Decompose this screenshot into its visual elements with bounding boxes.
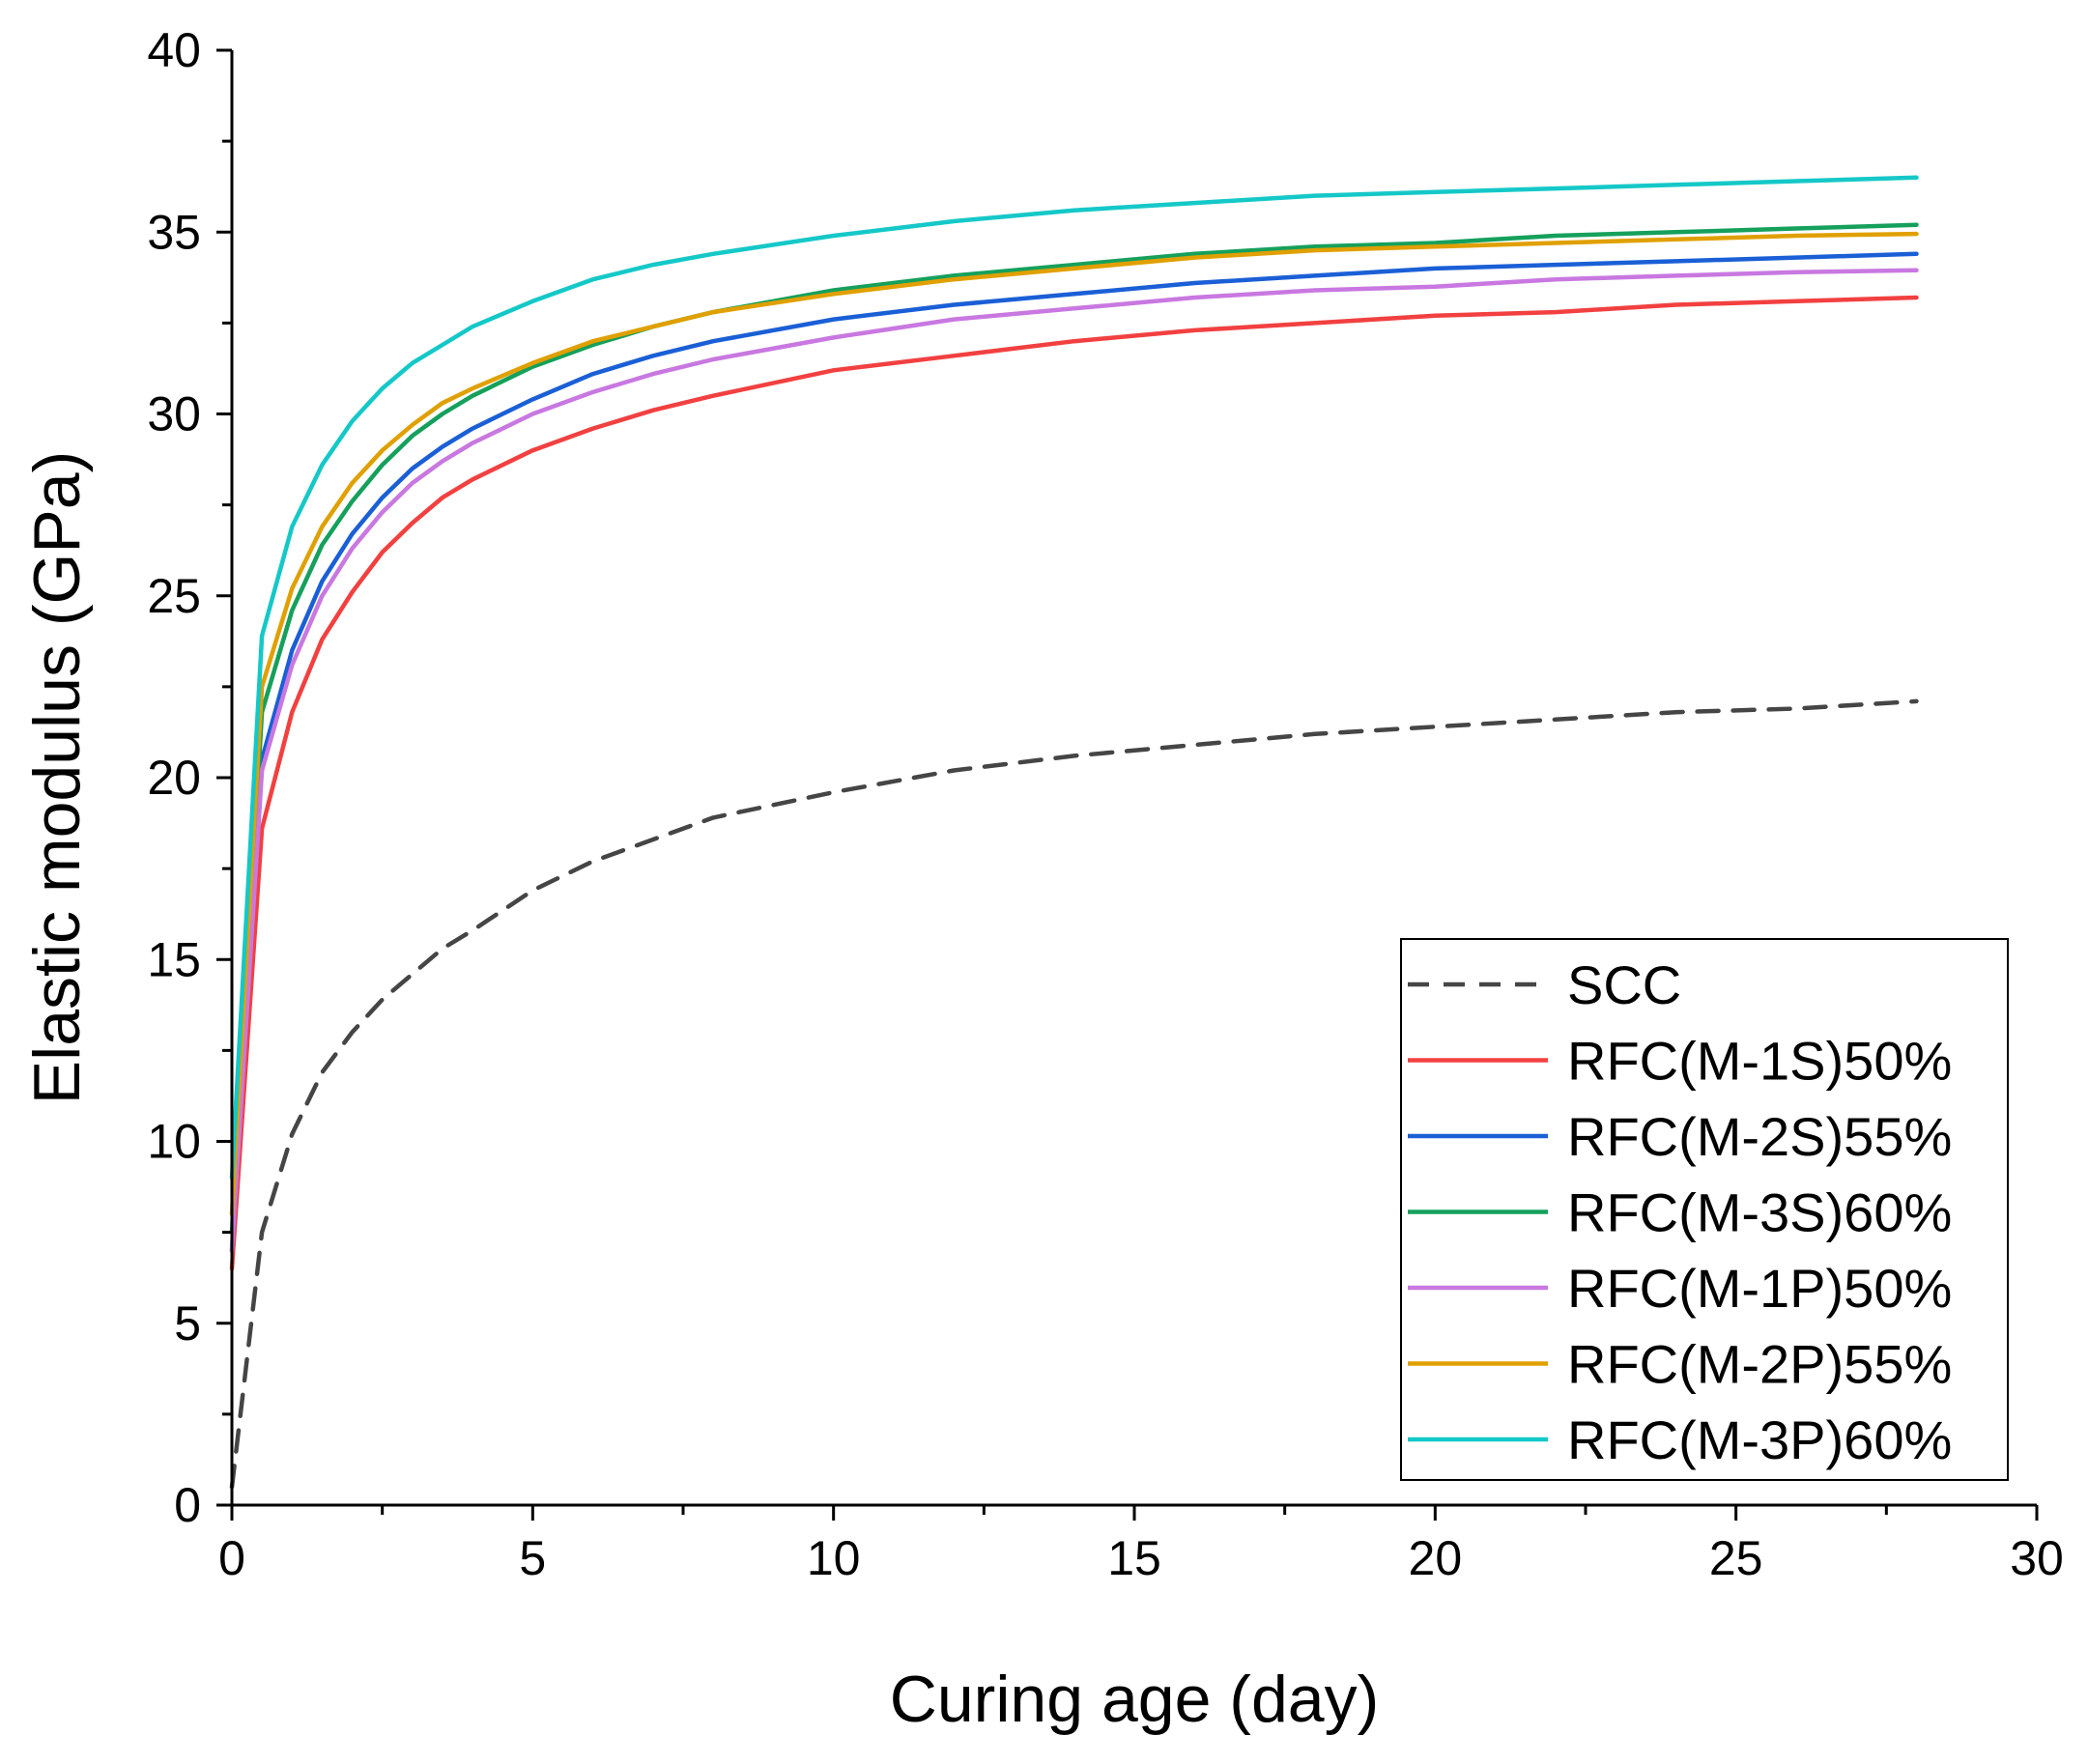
series-line-rfc-m-2s-55 (229, 251, 1919, 1253)
x-tick-label: 25 (1709, 1531, 1763, 1585)
x-tick-label: 30 (2010, 1531, 2064, 1585)
x-tick-label: 10 (807, 1531, 861, 1585)
y-tick-label: 0 (174, 1478, 201, 1532)
y-tick-label: 10 (147, 1115, 201, 1169)
y-tick-label: 20 (147, 751, 201, 805)
axes: 0 5 10 15 20 25 30 0 5 10 15 20 25 30 35 40 (147, 23, 2063, 1585)
y-tick-label: 15 (147, 932, 201, 986)
series-line-rfc-m-1p-50 (229, 268, 1919, 1253)
series-line-scc (229, 698, 1919, 1490)
plot-area (229, 175, 1919, 1490)
y-tick-label: 35 (147, 205, 201, 259)
x-tick-label: 0 (218, 1531, 245, 1585)
series-line-rfc-m-3p-60 (229, 175, 1919, 1181)
y-tick-label: 5 (174, 1296, 201, 1351)
legend-label: RFC(M-2S)55% (1567, 1106, 1952, 1167)
legend-label: RFC(M-1P)50% (1567, 1258, 1952, 1319)
y-tick-label: 30 (147, 387, 201, 441)
series-line-rfc-m-2p-55 (229, 231, 1919, 1217)
legend-label: RFC(M-3S)60% (1567, 1182, 1952, 1243)
legend-label: RFC(M-1S)50% (1567, 1031, 1952, 1092)
legend-label: RFC(M-3P)60% (1567, 1409, 1952, 1470)
x-tick-label: 15 (1107, 1531, 1161, 1585)
x-tick-label: 5 (519, 1531, 546, 1585)
x-axis-title: Curing age (day) (890, 1663, 1379, 1736)
legend-label: SCC (1567, 954, 1681, 1015)
legend-label: RFC(M-2P)55% (1567, 1334, 1952, 1395)
legend: SCC RFC(M-1S)50% RFC(M-2S)55% RFC(M-3S)60% R… (1400, 938, 2009, 1481)
x-tick-label: 20 (1409, 1531, 1463, 1585)
y-tick-label: 25 (147, 569, 201, 623)
series-line-rfc-m-1s-50 (229, 295, 1919, 1271)
y-tick-label: 40 (147, 23, 201, 77)
legend-box (1400, 938, 2009, 1481)
y-axis-title: Elastic modulus (GPa) (20, 451, 94, 1104)
